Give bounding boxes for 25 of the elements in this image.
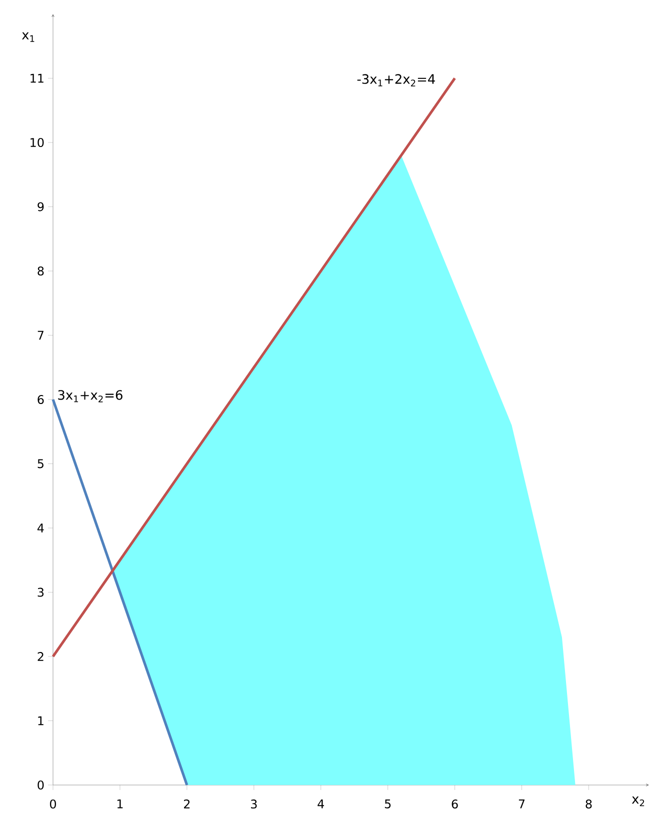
x-tick-label: 4: [318, 799, 324, 808]
y-tick-label: 7: [38, 330, 44, 340]
x-tick-label: 6: [452, 799, 458, 809]
y-tick-label: 3: [38, 588, 44, 597]
y-tick-label: 11: [30, 74, 44, 83]
x-tick-label: 0: [50, 799, 56, 809]
y-axis-title: x$_{1}$: [22, 32, 34, 42]
y-tick-label: 4: [37, 524, 44, 532]
x-tick-label: 5: [384, 799, 391, 808]
x-tick-label: 2: [184, 799, 190, 808]
y-tick-label: 2: [38, 652, 44, 661]
series-label: -3x$_{1}$+2x$_{2}$=4: [357, 74, 435, 86]
x-tick-label: 8: [586, 799, 592, 809]
x-tick-label: 7: [518, 799, 525, 808]
series-label: 3x$_{1}$+x$_{2}$=6: [58, 390, 122, 402]
y-tick-label: 8: [38, 266, 44, 276]
y-tick-label: 9: [38, 202, 44, 212]
y-tick-label: 10: [30, 138, 44, 148]
y-tick-label: 6: [38, 394, 44, 404]
x-axis-title: x$_{2}$: [632, 796, 644, 806]
x-tick-label: 1: [117, 799, 123, 808]
y-tick-label: 0: [38, 780, 44, 790]
y-tick-label: 1: [38, 716, 44, 726]
x-tick-label: 3: [251, 799, 257, 809]
y-tick-label: 5: [38, 459, 44, 468]
